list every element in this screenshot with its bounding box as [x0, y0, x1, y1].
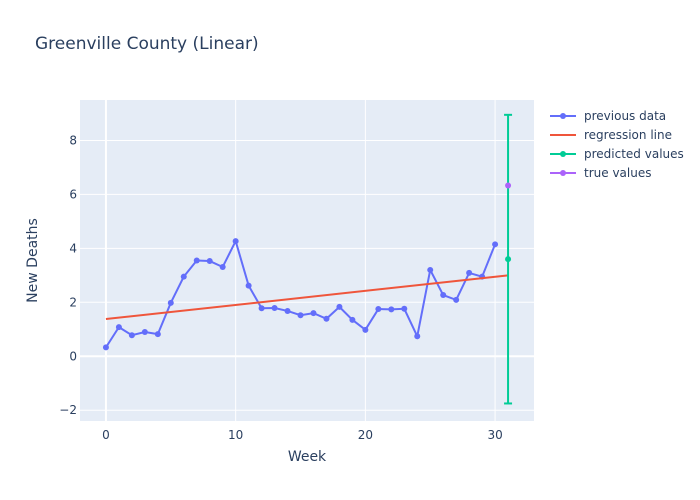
previous-data-point	[219, 263, 226, 270]
previous-data-point	[362, 326, 369, 333]
x-axis-title: Week	[288, 449, 327, 465]
previous-data-point	[440, 292, 447, 299]
previous-data-point	[115, 324, 122, 331]
legend-label: true values	[584, 165, 652, 180]
previous-data-point	[310, 310, 317, 317]
x-tick-label: 30	[487, 428, 502, 442]
legend-swatch	[550, 169, 576, 176]
previous-data-point	[141, 328, 148, 335]
predicted-values-point	[505, 256, 512, 263]
previous-data-point	[102, 344, 109, 351]
previous-data-point	[323, 315, 330, 322]
y-tick-label: 8	[69, 133, 77, 147]
previous-data-point	[492, 241, 499, 248]
previous-data-point	[336, 303, 343, 310]
y-tick-label: 0	[69, 349, 77, 363]
x-tick-label: 20	[358, 428, 373, 442]
data-marks	[102, 113, 513, 405]
previous-data-point	[414, 333, 421, 340]
legend[interactable]: previous data regression line predicted va…	[548, 106, 684, 182]
legend-item-predicted-values[interactable]: predicted values	[548, 144, 684, 163]
true-values-point	[505, 182, 512, 189]
previous-data-point	[193, 257, 200, 264]
previous-data-point	[245, 282, 252, 289]
previous-data-point	[401, 305, 408, 312]
chart-title: Greenville County (Linear)	[35, 34, 259, 54]
x-tick-label: 10	[228, 428, 243, 442]
previous-data-point	[271, 304, 278, 311]
legend-label: regression line	[584, 127, 672, 142]
y-tick-label: 2	[69, 295, 77, 309]
legend-label: predicted values	[584, 146, 684, 161]
legend-swatch	[550, 150, 576, 157]
previous-data-point	[154, 331, 161, 338]
plot-background	[80, 100, 534, 421]
legend-swatch	[550, 112, 576, 119]
legend-item-previous-data[interactable]: previous data	[548, 106, 684, 125]
legend-item-regression-line[interactable]: regression line	[548, 125, 684, 144]
previous-data-point	[453, 296, 460, 303]
legend-swatch	[550, 133, 576, 136]
previous-data-point	[349, 316, 356, 323]
previous-data-point	[180, 273, 187, 280]
legend-label: previous data	[584, 108, 667, 123]
y-tick-label: 6	[69, 187, 77, 201]
previous-data-point	[388, 306, 395, 313]
previous-data-point	[284, 307, 291, 314]
tick-labels: 0 10 20 30 −2 0 2 4 6 8	[59, 133, 502, 442]
previous-data-point	[375, 306, 382, 313]
y-tick-label: 4	[69, 241, 77, 255]
regression-line-line	[105, 274, 509, 321]
y-tick-label: −2	[59, 403, 77, 417]
y-axis-title: New Deaths	[25, 218, 41, 303]
previous-data-point	[232, 238, 239, 245]
previous-data-point	[427, 266, 434, 273]
previous-data-point	[258, 305, 265, 312]
previous-data-point	[167, 299, 174, 306]
previous-data-point	[466, 269, 473, 276]
x-tick-label: 0	[102, 428, 110, 442]
previous-data-point	[206, 258, 213, 265]
legend-item-true-values[interactable]: true values	[548, 163, 684, 182]
gridlines	[80, 100, 534, 421]
previous-data-point	[128, 332, 135, 339]
previous-data-point	[297, 312, 304, 319]
